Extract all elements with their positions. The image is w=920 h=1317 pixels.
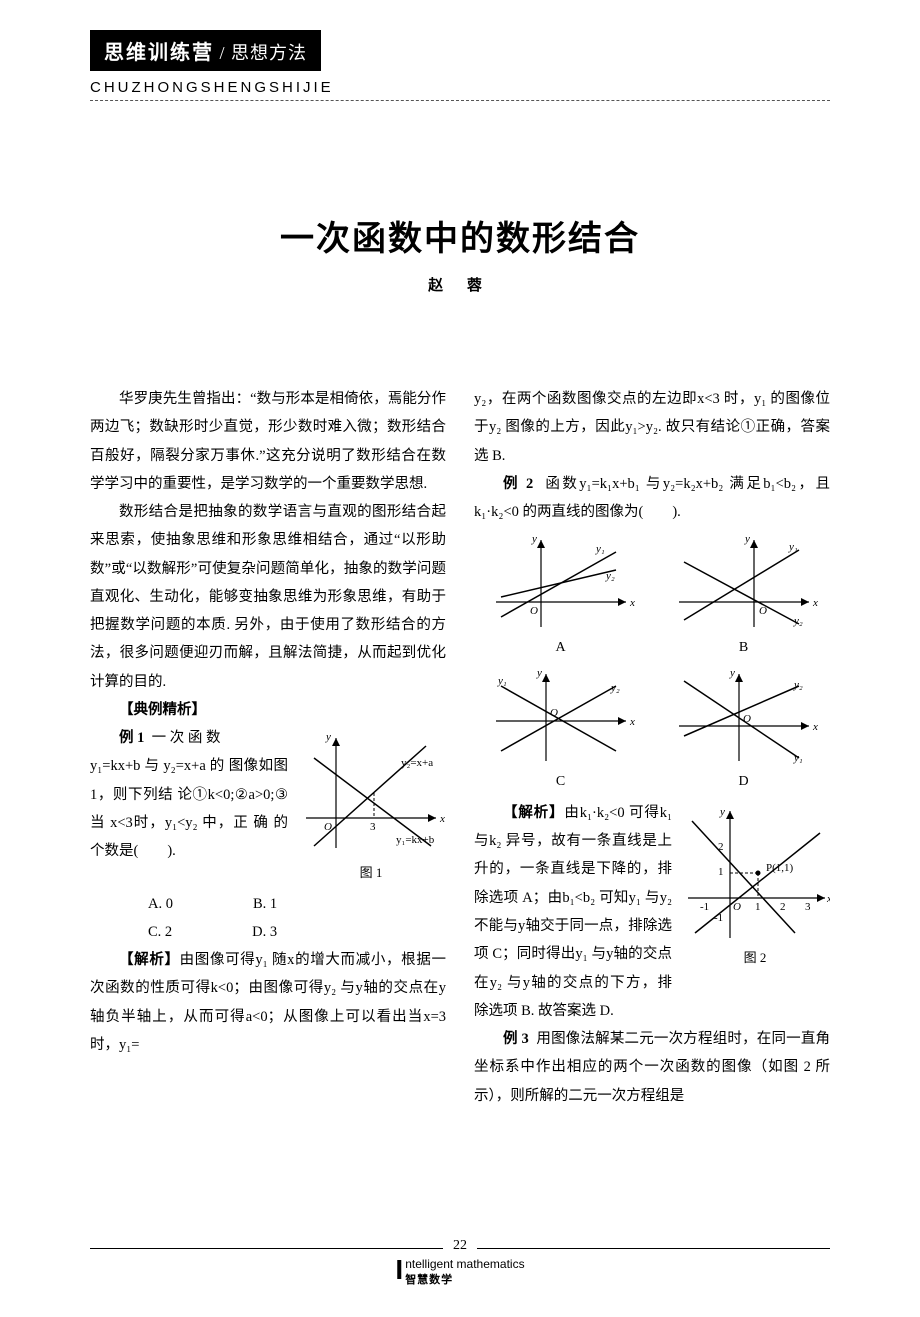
- opt-d: D. 3: [252, 918, 277, 946]
- page-number: 22: [443, 1238, 477, 1254]
- svg-text:y₁: y₁: [497, 675, 507, 687]
- header-pinyin: CHUZHONGSHENGSHIJIE: [90, 79, 830, 96]
- section-label: 【典例精析】: [90, 696, 446, 724]
- intro-p1: 华罗庚先生曾指出：“数与形本是相倚依，焉能分作两边飞；数缺形时少直觉，形少数时难…: [90, 385, 446, 498]
- opt-b: B. 1: [253, 890, 277, 918]
- analysis2-text: 由k₁·k₂<0 可得k₁ 与k₂ 异号，故有一条直线是上升的，一条直线是下降的…: [474, 805, 672, 1019]
- panel-d-label: D: [657, 768, 830, 795]
- footer: 22 I ntelligent mathematics 智慧数学: [0, 1248, 920, 1287]
- ex1-options: A. 0 B. 1: [148, 890, 446, 918]
- figure-2: xy O -1 1 2 3 1 2 -1 P(1,1) 图 2: [680, 803, 830, 970]
- header-badge: 思维训练营 / 思想方法: [90, 30, 321, 71]
- panel-a: x y O y₁ y₂ A: [474, 532, 647, 661]
- panel-c-label: C: [474, 768, 647, 795]
- figure-1: x y O y₂=x+a y₁=kx+b 3 图 1: [296, 728, 446, 885]
- svg-text:y₁: y₁: [788, 541, 798, 553]
- right-p1: y₂，在两个函数图像交点的左边即x<3 时，y₁ 的图像位于y₂ 图像的上方，因…: [474, 385, 830, 470]
- brand-text: ntelligent mathematics 智慧数学: [405, 1257, 524, 1287]
- svg-text:y₁: y₁: [793, 752, 803, 764]
- svg-text:y: y: [729, 667, 735, 679]
- svg-text:-1: -1: [700, 901, 709, 913]
- badge-sep: /: [214, 43, 231, 63]
- badge-sub: 思想方法: [231, 43, 307, 63]
- svg-text:y: y: [744, 533, 750, 545]
- svg-text:2: 2: [780, 901, 786, 913]
- svg-text:y: y: [325, 731, 331, 743]
- svg-text:O: O: [733, 901, 741, 913]
- panel-b-label: B: [657, 634, 830, 661]
- opt-a: A. 0: [148, 890, 173, 918]
- panel-a-label: A: [474, 634, 647, 661]
- figure-1-label: 图 1: [296, 860, 446, 885]
- ex3-label: 例 3: [503, 1031, 529, 1047]
- figure-1-svg: x y O y₂=x+a y₁=kx+b 3: [296, 728, 446, 858]
- svg-text:x: x: [629, 716, 635, 728]
- svg-text:x: x: [812, 597, 818, 609]
- analysis-label: 【解析】: [119, 952, 180, 968]
- ex2: 例 2 函数y₁=k₁x+b₁ 与y₂=k₂x+b₂ 满足b₁<b₂，且k₁·k…: [474, 470, 830, 527]
- right-column: y₂，在两个函数图像交点的左边即x<3 时，y₁ 的图像位于y₂ 图像的上方，因…: [474, 385, 830, 1110]
- footer-brand: I ntelligent mathematics 智慧数学: [395, 1257, 524, 1287]
- svg-text:3: 3: [805, 901, 811, 913]
- fig1-eq1: y₂=x+a: [401, 757, 433, 769]
- svg-text:y: y: [719, 806, 725, 818]
- body-columns: 华罗庚先生曾指出：“数与形本是相倚依，焉能分作两边飞；数缺形时少直觉，形少数时难…: [90, 385, 830, 1110]
- svg-text:x: x: [439, 813, 445, 825]
- svg-text:x: x: [826, 893, 830, 905]
- svg-text:y: y: [536, 667, 542, 679]
- svg-text:y₁: y₁: [595, 543, 605, 555]
- header-divider: [90, 100, 830, 101]
- svg-text:1: 1: [718, 866, 724, 878]
- figure-2-svg: xy O -1 1 2 3 1 2 -1 P(1,1): [680, 803, 830, 943]
- svg-text:y₂: y₂: [610, 682, 620, 694]
- svg-text:O: O: [530, 605, 538, 617]
- fig2-point: P(1,1): [766, 862, 794, 874]
- svg-text:y₂: y₂: [793, 615, 803, 627]
- opt-c: C. 2: [148, 918, 172, 946]
- panel-d: xyO y₂y₁ D: [657, 666, 830, 795]
- author: 赵 蓉: [90, 274, 830, 295]
- svg-text:3: 3: [370, 821, 376, 833]
- ex1-analysis: 【解析】由图像可得y₁ 随x的增大而减小，根据一次函数的性质可得k<0；由图像可…: [90, 946, 446, 1059]
- svg-text:x: x: [812, 721, 818, 733]
- ex1-text-a: 一 次 函 数: [152, 730, 221, 746]
- svg-text:y₂: y₂: [605, 570, 615, 582]
- svg-text:y₂: y₂: [793, 679, 803, 691]
- panel-b: xyO y₁y₂ B: [657, 532, 830, 661]
- ex2-panels: x y O y₁ y₂ A x y O y₁ y₂ B: [474, 532, 830, 795]
- brand-en: ntelligent mathematics: [405, 1257, 524, 1271]
- svg-text:y: y: [531, 533, 537, 545]
- ex2-label: 例 2: [503, 476, 533, 492]
- footer-divider: 22: [90, 1248, 830, 1249]
- header: 思维训练营 / 思想方法 CHUZHONGSHENGSHIJIE: [90, 30, 830, 101]
- intro-p2: 数形结合是把抽象的数学语言与直观的图形结合起来思索，使抽象思维和形象思维相结合，…: [90, 498, 446, 696]
- page-title: 一次函数中的数形结合: [90, 211, 830, 260]
- svg-text:1: 1: [755, 901, 761, 913]
- badge-main: 思维训练营: [104, 42, 214, 64]
- ex1-options-2: C. 2 D. 3: [148, 918, 446, 946]
- figure-2-label: 图 2: [680, 945, 830, 970]
- left-column: 华罗庚先生曾指出：“数与形本是相倚依，焉能分作两边飞；数缺形时少直觉，形少数时难…: [90, 385, 446, 1110]
- ex1-label: 例 1: [119, 730, 144, 746]
- brand-cn: 智慧数学: [405, 1271, 524, 1287]
- panel-c: xyO y₁y₂ C: [474, 666, 647, 795]
- svg-text:x: x: [629, 597, 635, 609]
- analysis2-label: 【解析】: [503, 805, 564, 821]
- fig1-eq2: y₁=kx+b: [396, 834, 435, 846]
- brand-icon: I: [395, 1257, 403, 1282]
- ex3: 例 3 用图像法解某二元一次方程组时，在同一直角坐标系中作出相应的两个一次函数的…: [474, 1025, 830, 1110]
